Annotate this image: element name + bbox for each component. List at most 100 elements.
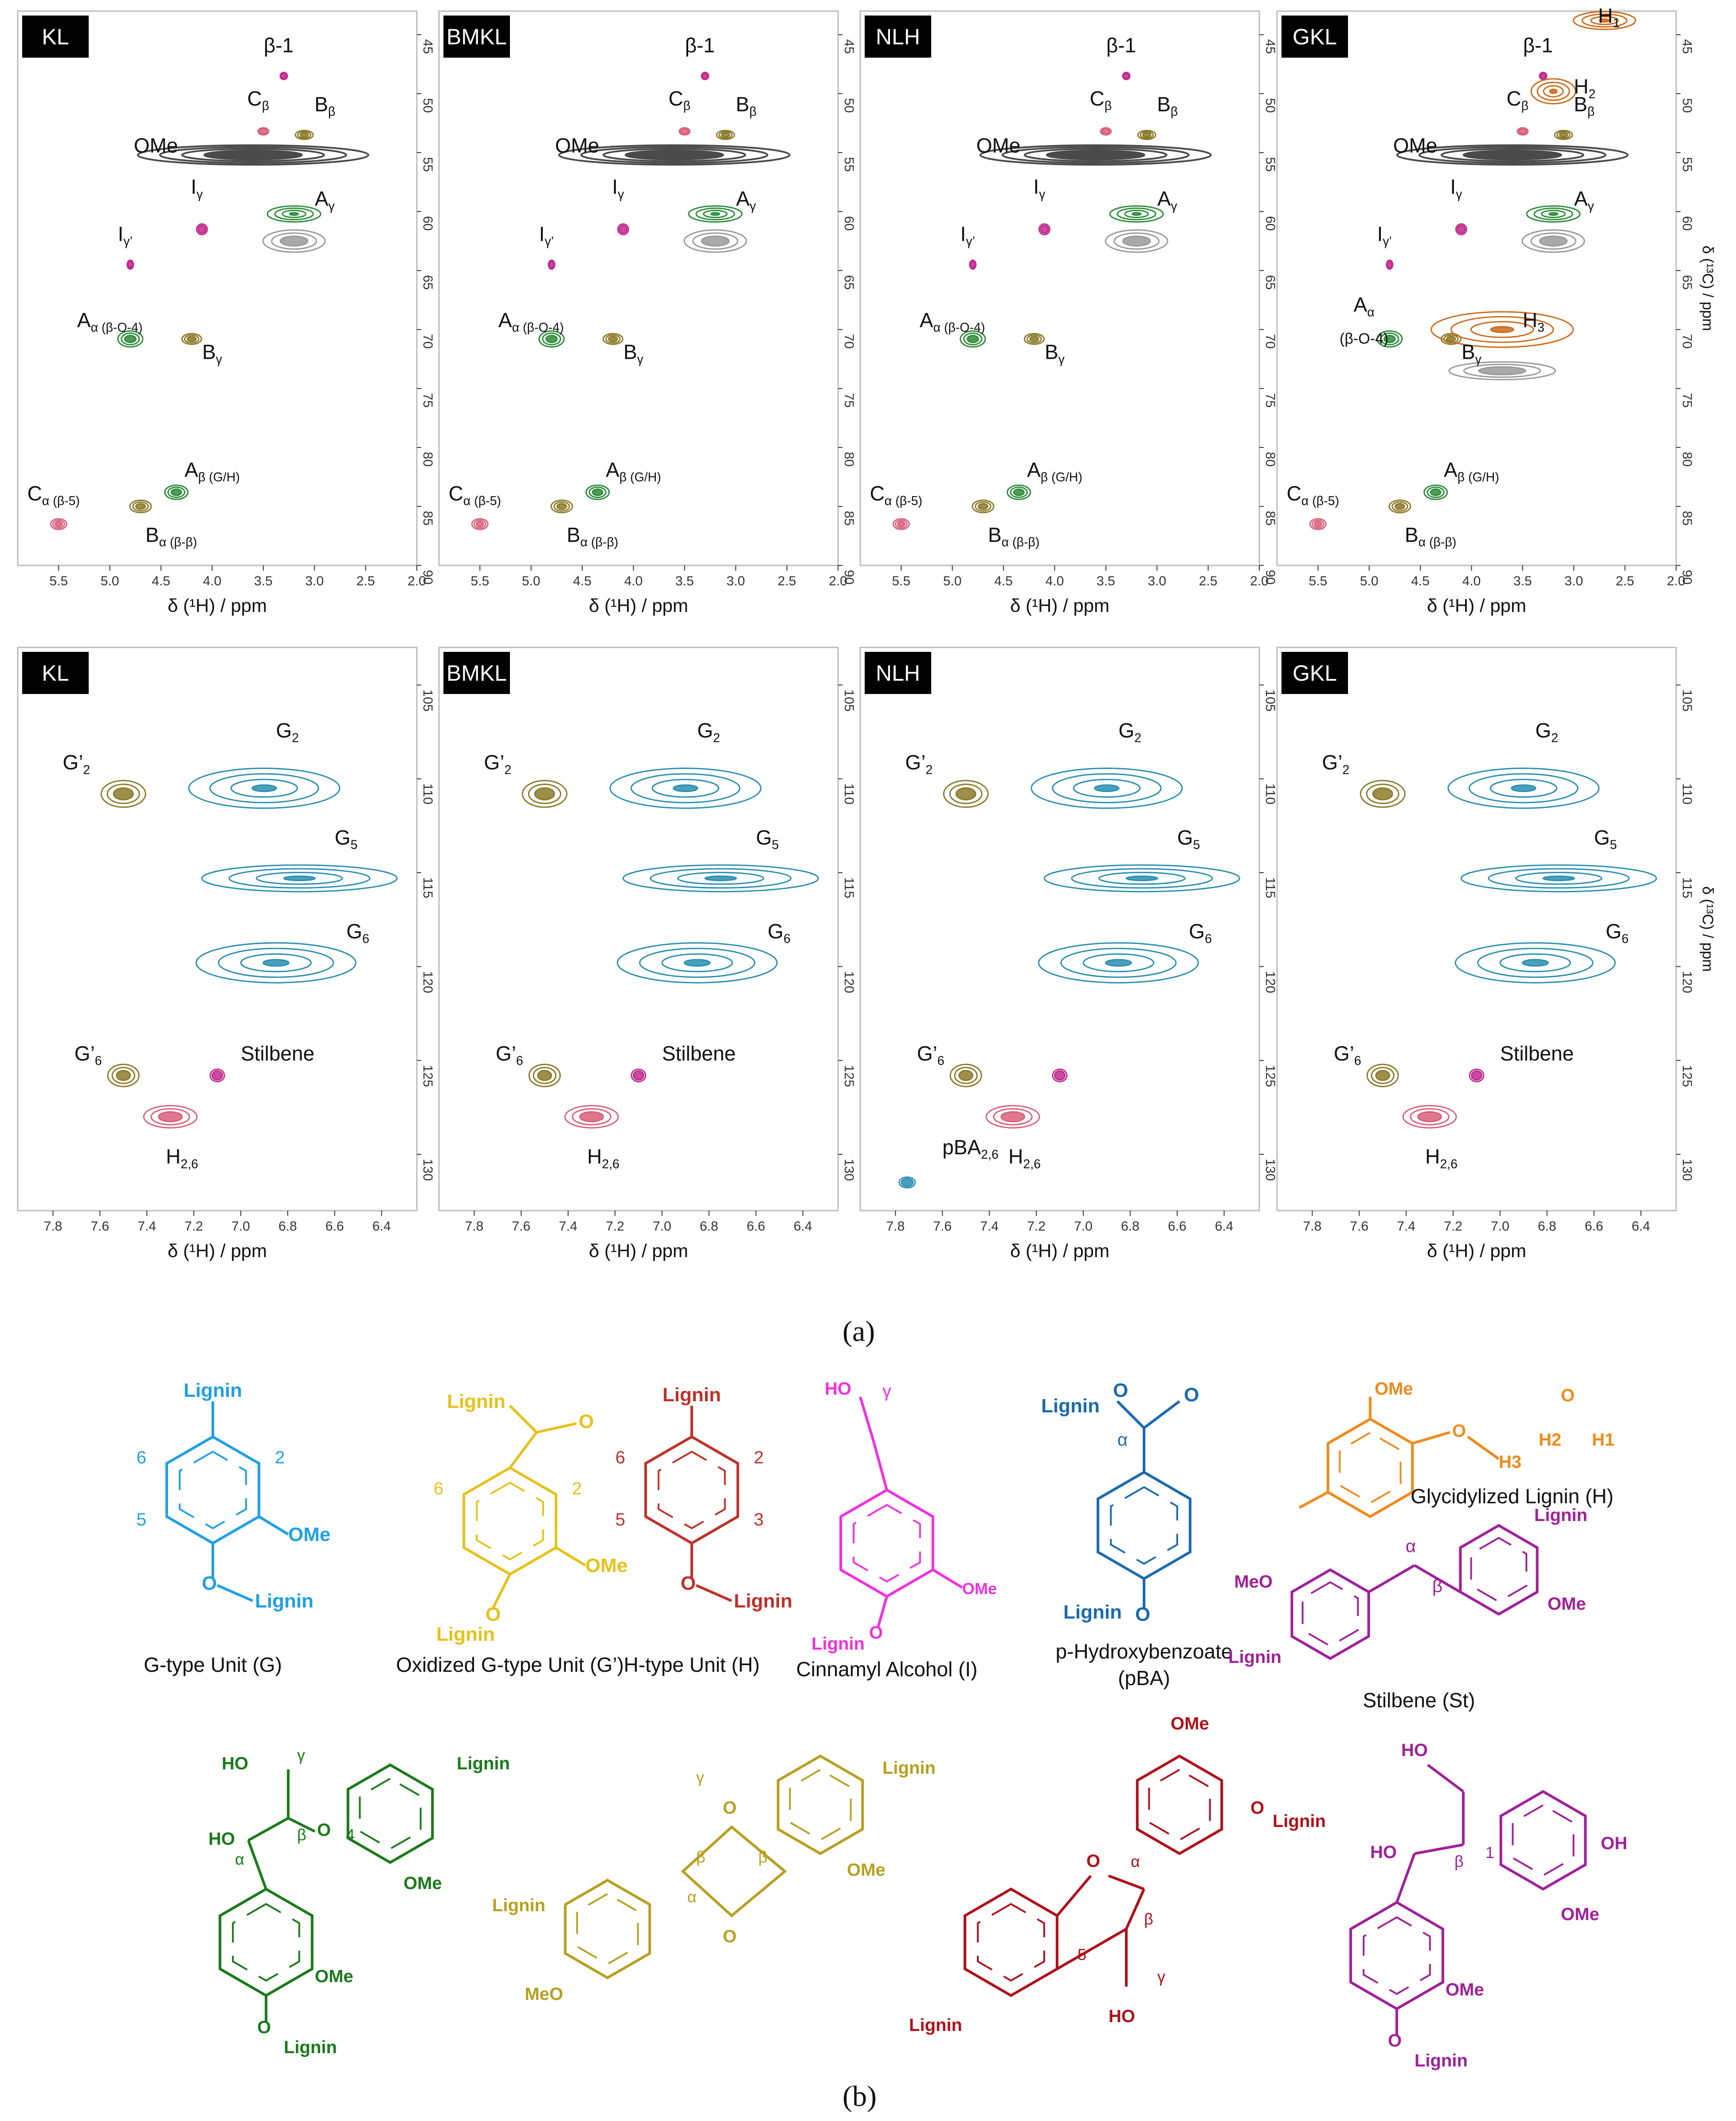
x-tick-label: 3.0 — [1564, 574, 1583, 588]
o-label: O — [1135, 1603, 1150, 1625]
y-tick-label: 90 — [1680, 570, 1694, 584]
panel-frame — [1276, 647, 1677, 1211]
lignin-label: Lignin — [184, 1380, 242, 1401]
x-tick-label: 2.5 — [778, 574, 796, 588]
label-h26: H2,6 — [587, 1145, 619, 1171]
cross-peak-c-beta — [1100, 127, 1112, 136]
cross-peak-b-beta — [294, 129, 314, 140]
panel-label-box — [865, 652, 931, 694]
o-label: O — [1184, 1384, 1199, 1406]
y-tick-label: 55 — [1263, 157, 1278, 172]
lignin-label: Lignin — [457, 1754, 510, 1773]
label-g2-prime: G’2 — [484, 751, 511, 777]
cross-peak-g6 — [1038, 942, 1199, 984]
x-axis-label: δ (¹H) / ppm — [168, 1240, 267, 1261]
bond — [1412, 1431, 1450, 1445]
ome-label: OMe — [585, 1555, 627, 1576]
x-tick-label: 7.8 — [886, 1219, 905, 1234]
benzene-ring — [839, 1488, 934, 1598]
cross-peak-h26 — [143, 1105, 198, 1129]
label-b-alpha: Bα (β-β) — [1405, 523, 1456, 549]
bond — [877, 1596, 888, 1628]
bond — [1368, 1564, 1415, 1593]
x-tick-label: 7.2 — [1027, 1219, 1046, 1234]
x-tick-label: 5.5 — [470, 574, 489, 588]
x-tick-label: 3.0 — [305, 574, 324, 588]
y-tick-label: 130 — [420, 1159, 435, 1181]
cross-peak-h26 — [564, 1105, 619, 1129]
aromatic-inner — [1512, 1804, 1575, 1877]
y-tick-label: 130 — [1680, 1159, 1694, 1181]
pos-5: 5 — [1078, 1945, 1086, 1964]
benzene-ring — [1349, 1901, 1444, 2011]
y-tick-label: 125 — [1263, 1065, 1278, 1087]
aromatic-inner — [576, 1893, 639, 1965]
bond — [509, 1404, 538, 1434]
y-tick-label: 120 — [842, 971, 856, 993]
label-beta1: β-1 — [1106, 34, 1136, 57]
y-tick-label: 120 — [1680, 971, 1694, 993]
ome-label: OMe — [962, 1580, 997, 1598]
panel-label-box — [443, 16, 510, 58]
benzene-ring — [964, 1887, 1058, 1997]
x-tick-label: 6.8 — [700, 1219, 718, 1234]
bond — [695, 1584, 733, 1602]
pos-6: 6 — [615, 1448, 625, 1467]
label-g2-prime: G’2 — [1322, 751, 1349, 777]
x-tick-label: 4.0 — [1462, 574, 1481, 588]
label-b-alpha: Bα (β-β) — [145, 523, 197, 549]
x-tick-label: 7.6 — [90, 1219, 109, 1234]
hsqc-aromatic-panel-bmkl: BMKL 7.8 7.6 7.4 7.2 7.0 6.8 6.6 6.4 δ (¹H) / ppm… — [438, 647, 856, 1261]
ho-label: HO — [1370, 1843, 1397, 1862]
ome-label: OMe — [847, 1860, 886, 1880]
label-h26: H2,6 — [1008, 1145, 1041, 1171]
structure-diarylpropane: HOHOβ1OHOMeOMeOLigninDiarylpropane (β-1) — [1349, 1741, 1627, 2070]
x-tick-label: 2.0 — [829, 574, 847, 588]
x-axis-label: δ (¹H) / ppm — [168, 595, 267, 616]
pos-2: 2 — [275, 1448, 285, 1467]
panel-label-box — [865, 16, 931, 58]
cross-peak-g5 — [1460, 864, 1657, 893]
cross-peak-i-gamma — [196, 223, 208, 235]
cross-peak-beta1 — [279, 71, 288, 80]
label-c-alpha: Cα (β-5) — [870, 482, 922, 508]
label-b-beta: Bβ — [1574, 93, 1595, 119]
cross-peak-b-alpha — [129, 499, 152, 514]
benzene-ring — [165, 1435, 260, 1545]
x-tick-label: 5.5 — [49, 574, 68, 588]
y-tick-label: 70 — [842, 334, 856, 349]
bond — [1427, 1764, 1464, 1793]
cross-peak-g6-prime — [949, 1063, 982, 1087]
cross-peak-b-gamma — [181, 333, 202, 345]
bicyclic-core — [681, 1825, 787, 1917]
label-a-alpha-sub: (β-O-4) — [1340, 330, 1388, 347]
y-tick-label: 115 — [1680, 877, 1694, 898]
benzene-ring — [1097, 1470, 1191, 1580]
bond — [509, 1431, 538, 1469]
y-tick-label: 105 — [1680, 690, 1694, 712]
cross-peak-g2 — [188, 768, 341, 809]
hsqc-row-aliphatic: KL 5.5 5.0 4.5 4.0 3.5 3.0 2.5 2.0 δ (¹H) / ppm 45… — [17, 4, 1716, 616]
x-tick-label: 7.2 — [606, 1219, 624, 1234]
label-g5: G5 — [335, 826, 358, 852]
cross-peak-unassigned-gray — [1105, 229, 1168, 253]
hsqc-aromatic-panel-gkl: GKL 7.8 7.6 7.4 7.2 7.0 6.8 6.6 6.4 δ (¹H) / ppm 1… — [1276, 647, 1716, 1261]
gamma-label: γ — [696, 1768, 704, 1786]
panel-label-box — [22, 16, 89, 58]
label-g5: G5 — [756, 826, 779, 852]
x-tick-label: 7.2 — [1444, 1219, 1462, 1234]
name-pba-line2: (pBA) — [1118, 1666, 1170, 1690]
y-tick-label: 80 — [420, 452, 435, 467]
oh-label: OH — [1601, 1834, 1627, 1853]
x-tick-label: 7.6 — [512, 1219, 530, 1234]
lignin-label: Lignin — [255, 1590, 313, 1612]
y-tick-label: 125 — [842, 1065, 856, 1087]
gamma-label: γ — [882, 1381, 891, 1401]
cross-peak-h26 — [1402, 1105, 1457, 1129]
y-tick-label: 80 — [1680, 452, 1694, 467]
beta-label: β — [1432, 1576, 1442, 1596]
cross-peak-a-beta — [164, 484, 189, 500]
label-i-gamma-prime: Iγ’ — [960, 223, 975, 249]
panel-frame — [1276, 10, 1677, 566]
